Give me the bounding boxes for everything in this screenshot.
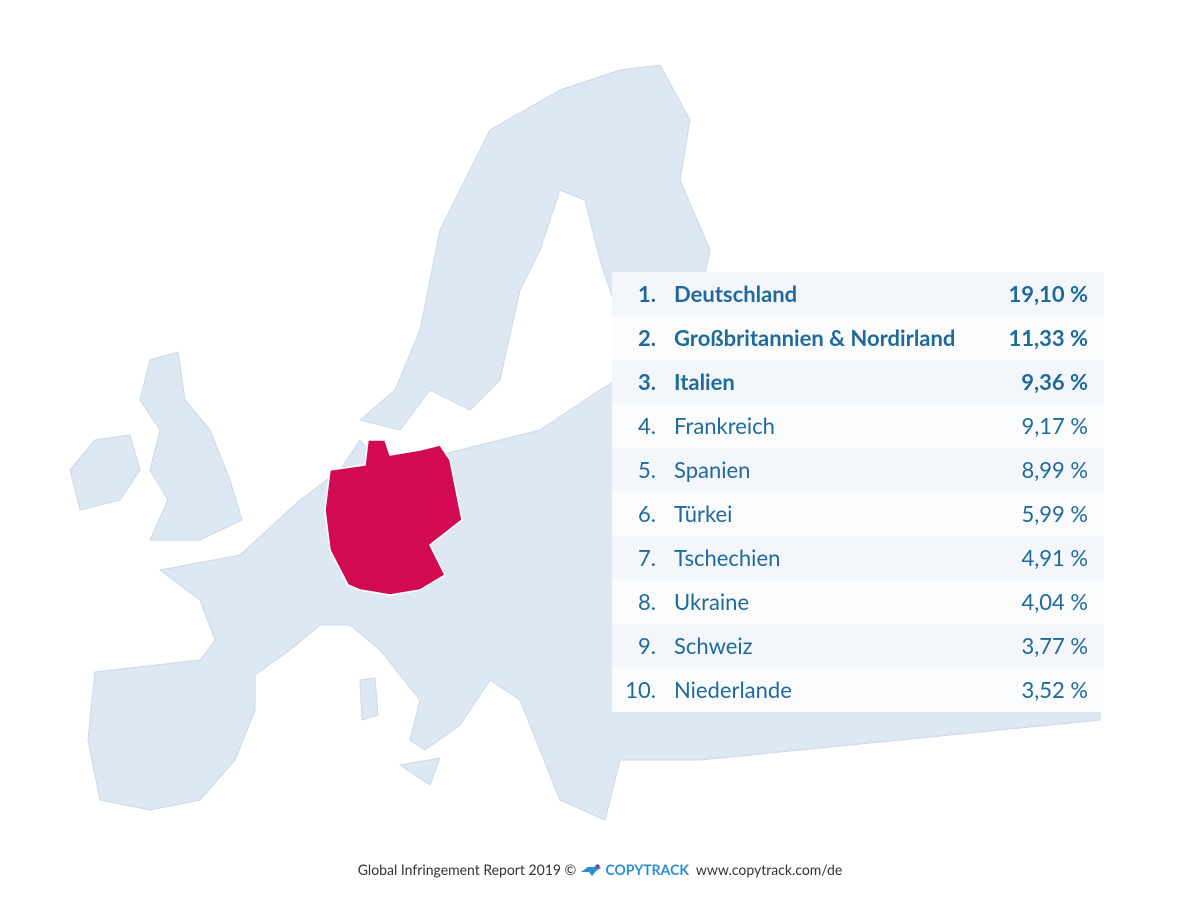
rank: 6.	[638, 500, 656, 527]
table-row: 7. Tschechien 4,91 %	[612, 536, 1104, 580]
rank: 7.	[638, 544, 656, 571]
country: Tschechien	[674, 544, 781, 571]
share: 9,17 %	[1021, 412, 1088, 439]
great-britain	[139, 351, 243, 541]
table-row: 3. Italien 9,36 %	[612, 360, 1104, 404]
share: 4,91 %	[1021, 544, 1088, 571]
country: Italien	[674, 368, 735, 395]
rank: 3.	[638, 368, 656, 395]
country: Frankreich	[674, 412, 775, 439]
country: Türkei	[674, 500, 733, 527]
footer: Global Infringement Report 2019 © COPYTR…	[0, 861, 1200, 878]
share: 8,99 %	[1021, 456, 1088, 483]
table-row: 10. Niederlande 3,52 %	[612, 668, 1104, 712]
country: Deutschland	[674, 280, 798, 307]
rank: 8.	[638, 588, 656, 615]
country: Ukraine	[674, 588, 750, 615]
brand-logo	[580, 864, 601, 876]
rank: 4.	[638, 412, 656, 439]
country: Spanien	[674, 456, 751, 483]
rank: 2.	[638, 324, 656, 351]
germany	[324, 439, 463, 596]
rank: 9.	[638, 632, 656, 659]
ranking-table: 1. Deutschland 19,10 % 2. Großbritannien & N…	[612, 272, 1104, 712]
url: www.copytrack.com/de	[695, 861, 843, 878]
ireland	[69, 434, 141, 511]
rank: 1.	[638, 280, 656, 307]
rank: 10.	[625, 676, 656, 703]
share: 4,04 %	[1021, 588, 1088, 615]
copyright: ©	[564, 861, 577, 878]
table-row: 5. Spanien 8,99 %	[612, 448, 1104, 492]
share: 9,36 %	[1021, 368, 1088, 395]
sicily	[398, 757, 441, 786]
share: 3,52 %	[1021, 676, 1088, 703]
rank: 5.	[638, 456, 656, 483]
table-row: 1. Deutschland 19,10 %	[612, 272, 1104, 316]
country: Niederlande	[674, 676, 792, 703]
report-name: Global Infringement Report 2019	[357, 861, 561, 878]
table-row: 8. Ukraine 4,04 %	[612, 580, 1104, 624]
table-row: 2. Großbritannien & Nordirland 11,33 %	[612, 316, 1104, 360]
share: 5,99 %	[1021, 500, 1088, 527]
table-row: 9. Schweiz 3,77 %	[612, 624, 1104, 668]
table-row: 6. Türkei 5,99 %	[612, 492, 1104, 536]
brand: COPYTRACK	[605, 861, 689, 878]
country: Großbritannien & Nordirland	[674, 324, 956, 351]
table-row: 4. Frankreich 9,17 %	[612, 404, 1104, 448]
sardinia	[359, 677, 379, 721]
country: Schweiz	[674, 632, 753, 659]
share: 19,10 %	[1008, 280, 1088, 307]
share: 3,77 %	[1021, 632, 1088, 659]
share: 11,33 %	[1008, 324, 1088, 351]
